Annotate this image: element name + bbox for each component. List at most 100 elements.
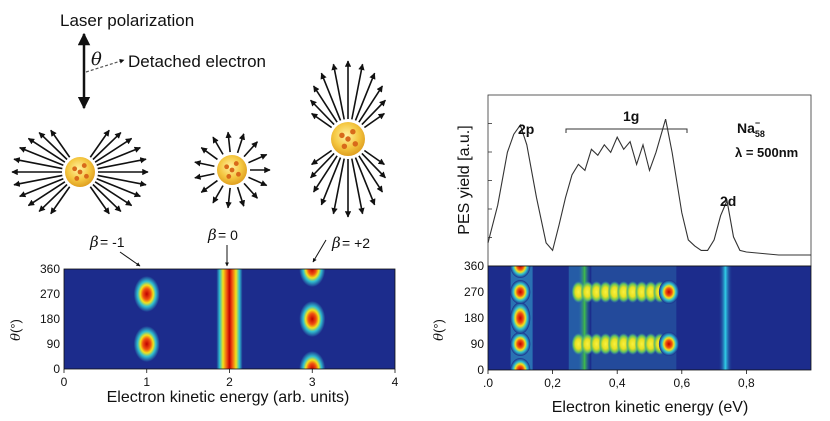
species-label: Na58−: [737, 118, 765, 139]
svg-text:β: β: [331, 234, 341, 252]
emission-arrow: [320, 72, 342, 121]
cluster-beta-plus-2: [310, 60, 386, 218]
emission-arrow: [89, 129, 110, 158]
pes-curve: [487, 118, 811, 256]
beta-label-minus-1: β = -1: [89, 233, 141, 267]
emission-arrow: [194, 172, 215, 180]
right-ytick-label: 360: [464, 259, 484, 273]
cluster-atom: [350, 128, 356, 135]
emission-arrow: [13, 174, 63, 187]
cluster-atom: [345, 136, 351, 142]
cluster-atom: [72, 166, 78, 172]
left-ytick-label: 360: [40, 262, 60, 276]
emission-arrow: [212, 136, 224, 155]
left-xtick-label: 3: [309, 375, 316, 389]
heatmap-band-2d: [718, 266, 733, 370]
cluster-atom: [84, 173, 89, 179]
emission-arrow: [19, 178, 64, 198]
right-xtick-label: 0,2: [544, 376, 561, 390]
emission-arrow: [248, 153, 268, 164]
emission-arrow: [92, 131, 122, 161]
emission-arrow: [50, 186, 71, 215]
emission-arrow: [96, 178, 141, 198]
cluster-atom: [224, 164, 230, 170]
svg-text:= -1: = -1: [100, 234, 125, 250]
right-heatmap: [487, 265, 812, 371]
left-ytick-label: 90: [47, 337, 61, 351]
emission-arrow: [311, 149, 333, 166]
electron-direction-arrow: [85, 59, 125, 73]
peak-label-1g: 1g: [623, 108, 639, 124]
heatmap-blob-red: [510, 302, 531, 334]
emission-arrow: [310, 99, 335, 126]
emission-arrow: [96, 146, 141, 166]
cluster-atom: [341, 143, 348, 150]
peak-label-2p: 2p: [518, 121, 534, 137]
beta-label-0: β = 0: [207, 226, 238, 267]
left-axes: 360 270 180 90 00 1 2 3 4: [40, 262, 399, 389]
left-heatmap: [63, 268, 396, 370]
emission-arrow: [13, 157, 63, 170]
emission-arrow: [94, 137, 133, 163]
beta-label-plus-2: β = +2: [312, 234, 370, 263]
cluster-atom: [77, 169, 83, 175]
right-xtick-label: 0,8: [738, 376, 755, 390]
left-ytick-label: 180: [40, 312, 60, 326]
emission-arrow: [243, 182, 259, 199]
emission-arrow: [312, 155, 338, 193]
emission-arrow: [89, 186, 110, 215]
emission-arrow: [200, 147, 218, 161]
peak-label-2d: 2d: [720, 193, 736, 209]
left-xtick-label: 2: [226, 375, 233, 389]
emission-arrow: [320, 157, 342, 206]
cluster-atom: [226, 174, 232, 179]
emission-arrow: [358, 85, 384, 123]
emission-arrow: [351, 158, 365, 215]
right-ytick-label: 180: [464, 311, 484, 325]
right-xtick-label: 0,4: [609, 376, 626, 390]
right-xtick-label: .0: [483, 376, 493, 390]
pes-ylabel: PES yield [a.u.]: [456, 125, 473, 234]
svg-text:β: β: [89, 233, 99, 251]
emission-arrow: [27, 137, 66, 163]
heatmap-blob-red: [510, 332, 531, 356]
heatmap-blob-red: [510, 266, 531, 278]
right-ytick-label: 0: [477, 363, 484, 377]
emission-arrow: [361, 152, 386, 179]
cluster-atom: [352, 141, 359, 147]
cluster-atom: [339, 132, 345, 139]
heatmap-blob-red: [510, 358, 531, 370]
emission-arrow: [310, 152, 335, 179]
emission-arrow: [38, 131, 68, 161]
cluster-atom: [229, 167, 235, 173]
cluster-beta-0: [194, 131, 271, 209]
detached-electron-label: Detached electron: [128, 52, 266, 71]
heatmap-blob: [299, 269, 326, 287]
right-ytick-label: 270: [464, 285, 484, 299]
emission-arrow: [97, 157, 147, 170]
cluster-atom: [233, 161, 239, 166]
cluster-atom: [236, 171, 241, 177]
heatmap-blob: [299, 301, 326, 337]
right-ytick-label: 90: [471, 337, 485, 351]
heatmap-blob-red: [658, 280, 679, 304]
emission-arrow: [212, 185, 224, 204]
right-xlabel: Electron kinetic energy (eV): [552, 399, 749, 416]
emission-arrow: [331, 158, 345, 215]
emission-arrow: [331, 63, 345, 120]
left-xtick-label: 1: [143, 375, 150, 389]
svg-text:= +2: = +2: [342, 235, 370, 251]
left-xtick-label: 4: [392, 375, 399, 389]
heatmap-blob: [133, 326, 160, 362]
emission-arrow: [194, 160, 215, 168]
right-xtick-label: 0,6: [673, 376, 690, 390]
heatmap-blob-red: [510, 280, 531, 304]
cluster-atom: [81, 163, 87, 168]
left-xtick-label: 0: [61, 375, 68, 389]
emission-arrow: [94, 181, 133, 207]
laser-polarization-label: Laser polarization: [60, 11, 194, 30]
emission-arrow: [312, 85, 338, 123]
peak-1g-bracket: [565, 128, 688, 133]
heatmap-blob: [133, 276, 160, 312]
